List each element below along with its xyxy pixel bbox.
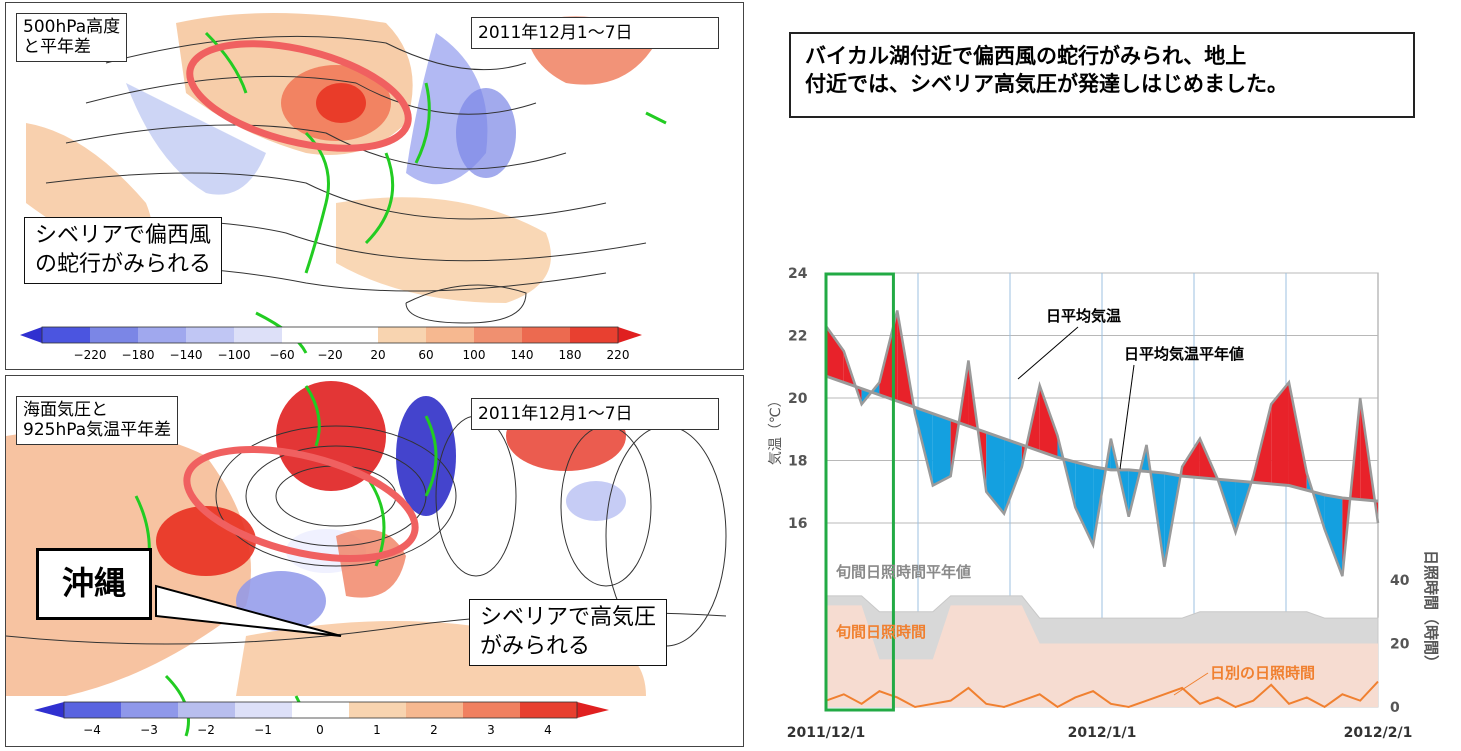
bottom-colorbar-tick: 0 <box>316 723 324 737</box>
y-tick-label: 20 <box>788 391 808 407</box>
normal-arrow <box>1119 364 1135 470</box>
y2-axis-label: 日照時間（時間） <box>1422 550 1440 670</box>
top-colorbar-tick: −60 <box>269 348 295 362</box>
bottom-colorbar-tick: −3 <box>140 723 158 737</box>
bottom-map-annotation: シベリアで高気圧 がみられる <box>469 599 668 667</box>
bottom-colorbar-ticks: −4 −3 −2 −1 0 1 2 3 4 <box>6 723 743 741</box>
warm-anomaly <box>1360 398 1378 523</box>
x-tick-label: 2011/12/1 <box>787 725 865 741</box>
top-colorbar-tick: 140 <box>510 348 534 362</box>
bottom-colorbar-tick: −4 <box>83 723 101 737</box>
cool-anomaly <box>1217 479 1236 533</box>
cool-anomaly <box>1004 438 1022 514</box>
cool-anomaly <box>1324 494 1343 577</box>
cool-anomaly <box>986 432 1005 514</box>
dekad-sunshine-area <box>826 605 1378 707</box>
top-colorbar-tick: −220 <box>73 348 107 362</box>
headline: バイカル湖付近で偏西風の蛇行がみられ、地上 付近では、シベリア高気圧が発達しはじ… <box>789 32 1415 118</box>
cool-anomaly <box>1146 444 1165 567</box>
top-colorbar-tick: −140 <box>169 348 203 362</box>
normal-temp-line <box>825 374 1379 503</box>
bottom-colorbar-tick: 4 <box>544 723 552 737</box>
cool-anomaly <box>932 413 951 486</box>
y-tick-label: 16 <box>788 516 807 532</box>
top-colorbar-tick: 220 <box>606 348 630 362</box>
bottom-colorbar <box>34 701 609 719</box>
top-colorbar-tick: 180 <box>558 348 582 362</box>
top-map-plot <box>6 3 743 369</box>
dekad-sunshine-annotation: 旬間日照時間 <box>835 623 926 641</box>
y-tick-label: 22 <box>788 329 807 345</box>
top-colorbar-tick: −100 <box>217 348 251 362</box>
daily-sunshine-annotation: 日別の日照時間 <box>1210 664 1315 682</box>
warm-anomaly <box>1039 385 1058 458</box>
x-tick-label: 2012/1/1 <box>1068 725 1137 741</box>
okinawa-label: 沖縄 <box>36 548 152 620</box>
daily-sunshine-line <box>825 680 1379 709</box>
normal-sunshine-annotation: 旬間日照時間平年値 <box>835 563 971 581</box>
y2-tick-label: 20 <box>1390 637 1410 653</box>
top-colorbar-tick: −20 <box>317 348 343 362</box>
bottom-colorbar-tick: −2 <box>197 723 215 737</box>
bottom-map-panel: 海面気圧と 925hPa気温平年差 2011年12月1～7日 シベリアで高気圧 … <box>5 375 744 747</box>
top-colorbar <box>20 326 642 344</box>
daily-sunshine-arrow <box>1173 672 1209 696</box>
warm-anomaly <box>826 326 844 383</box>
warm-anomaly <box>1271 382 1289 486</box>
warm-anomaly <box>1199 438 1218 480</box>
top-colorbar-tick: 100 <box>462 348 486 362</box>
y2-tick-label: 0 <box>1390 700 1400 716</box>
normal-annotation: 日平均気温平年値 <box>1124 345 1244 363</box>
temperature-sunshine-chart: 24 22 20 18 16 40 20 0 2011/12/1 2012/1/1 2012/2/1… <box>768 266 1440 741</box>
bottom-colorbar-tick: −1 <box>254 723 272 737</box>
first-week-highlight <box>824 272 895 712</box>
top-colorbar-tick: 60 <box>418 348 434 362</box>
y-axis-label: 気温（℃） <box>768 393 784 465</box>
bottom-colorbar-tick: 1 <box>373 723 381 737</box>
top-colorbar-tick: −180 <box>121 348 155 362</box>
top-map-panel: 500hPa高度 と平年差 2011年12月1～7日 シベリアで偏西風 の蛇行が… <box>5 2 744 370</box>
y-tick-label: 18 <box>788 454 807 470</box>
y-tick-label: 24 <box>788 266 808 282</box>
cool-anomaly <box>1075 462 1094 545</box>
top-map-title: 500hPa高度 と平年差 <box>16 13 128 62</box>
bottom-colorbar-tick: 3 <box>487 723 495 737</box>
top-map-annotation: シベリアで偏西風 の蛇行がみられる <box>24 217 223 285</box>
x-tick-label: 2012/2/1 <box>1344 725 1413 741</box>
top-colorbar-tick: 20 <box>370 348 386 362</box>
warm-anomaly <box>1182 438 1200 478</box>
daily-mean-temp-line <box>824 310 1380 577</box>
top-map-period: 2011年12月1～7日 <box>471 17 719 49</box>
bottom-map-period: 2011年12月1～7日 <box>471 398 719 430</box>
daily-mean-arrow <box>1017 326 1079 380</box>
bottom-colorbar-tick: 2 <box>430 723 438 737</box>
top-colorbar-ticks: −220 −180 −140 −100 −60 −20 20 60 100 14… <box>6 348 743 366</box>
daily-mean-annotation: 日平均気温 <box>1046 307 1121 325</box>
bottom-map-title: 海面気圧と 925hPa気温平年差 <box>16 396 179 445</box>
y2-tick-label: 40 <box>1390 573 1410 589</box>
